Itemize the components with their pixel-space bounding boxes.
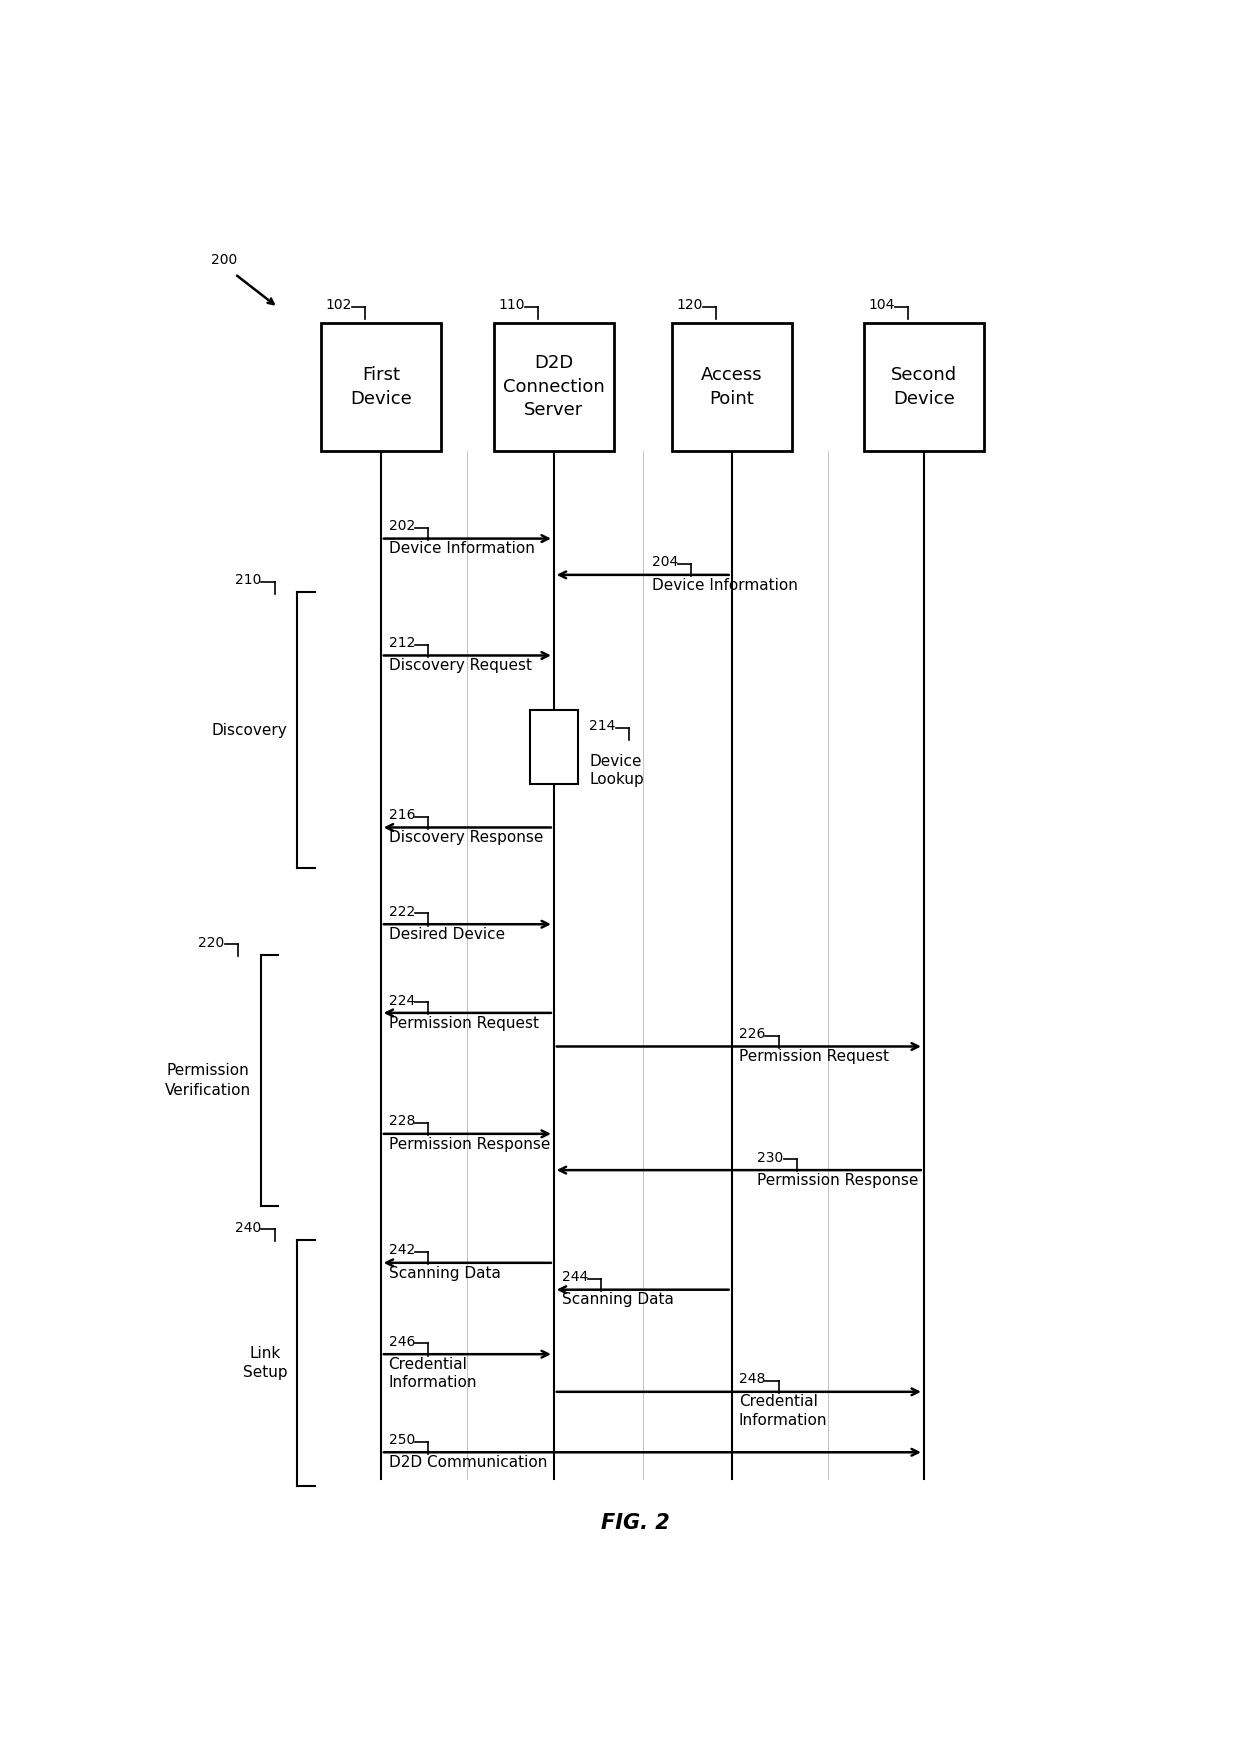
Text: 216: 216 [388, 808, 415, 822]
Text: Permission Response: Permission Response [388, 1136, 549, 1152]
Text: Device Information: Device Information [388, 541, 534, 557]
Text: 220: 220 [198, 935, 224, 949]
Text: 246: 246 [388, 1335, 415, 1349]
Bar [321, 323, 441, 450]
Text: 200: 200 [211, 253, 237, 267]
Text: Access
Point: Access Point [701, 366, 763, 408]
Bar [494, 323, 614, 450]
Text: 248: 248 [739, 1372, 765, 1387]
Text: 212: 212 [388, 637, 415, 651]
Text: Discovery Response: Discovery Response [388, 831, 543, 845]
Text: D2D
Connection
Server: D2D Connection Server [503, 354, 605, 419]
Text: 210: 210 [234, 572, 262, 586]
Text: Permission Request: Permission Request [388, 1016, 538, 1031]
Text: 228: 228 [388, 1115, 415, 1129]
Text: 102: 102 [326, 298, 352, 312]
Text: Permission
Verification: Permission Verification [165, 1063, 250, 1098]
Text: Desired Device: Desired Device [388, 927, 505, 942]
Text: Scanning Data: Scanning Data [388, 1265, 501, 1281]
Text: 226: 226 [739, 1028, 765, 1042]
Text: Device Information: Device Information [651, 578, 797, 593]
Text: D2D Communication: D2D Communication [388, 1455, 547, 1469]
Text: 120: 120 [676, 298, 703, 312]
Text: 240: 240 [234, 1220, 260, 1235]
Text: Permission Request: Permission Request [739, 1049, 889, 1064]
Text: First
Device: First Device [350, 366, 412, 408]
Text: FIG. 2: FIG. 2 [601, 1513, 670, 1534]
Text: Discovery: Discovery [212, 722, 288, 738]
Text: 202: 202 [388, 520, 414, 534]
Text: 224: 224 [388, 993, 414, 1007]
Text: 214: 214 [589, 719, 616, 733]
Text: Device
Lookup: Device Lookup [589, 754, 644, 787]
Text: 230: 230 [758, 1150, 784, 1164]
Text: 250: 250 [388, 1433, 414, 1447]
Text: Permission Response: Permission Response [758, 1173, 919, 1188]
Text: Discovery Request: Discovery Request [388, 658, 532, 674]
Text: 242: 242 [388, 1244, 414, 1258]
Text: 110: 110 [498, 298, 525, 312]
Text: Credential
Information: Credential Information [388, 1358, 477, 1391]
Text: Scanning Data: Scanning Data [562, 1293, 673, 1307]
Text: Second
Device: Second Device [890, 366, 957, 408]
Text: Link
Setup: Link Setup [243, 1345, 288, 1380]
Text: Credential
Information: Credential Information [739, 1394, 827, 1427]
Bar [529, 710, 578, 784]
Bar [864, 323, 983, 450]
Text: 204: 204 [651, 555, 678, 569]
Text: 222: 222 [388, 906, 414, 920]
Bar [672, 323, 791, 450]
Text: 244: 244 [562, 1270, 588, 1284]
Text: 104: 104 [868, 298, 895, 312]
